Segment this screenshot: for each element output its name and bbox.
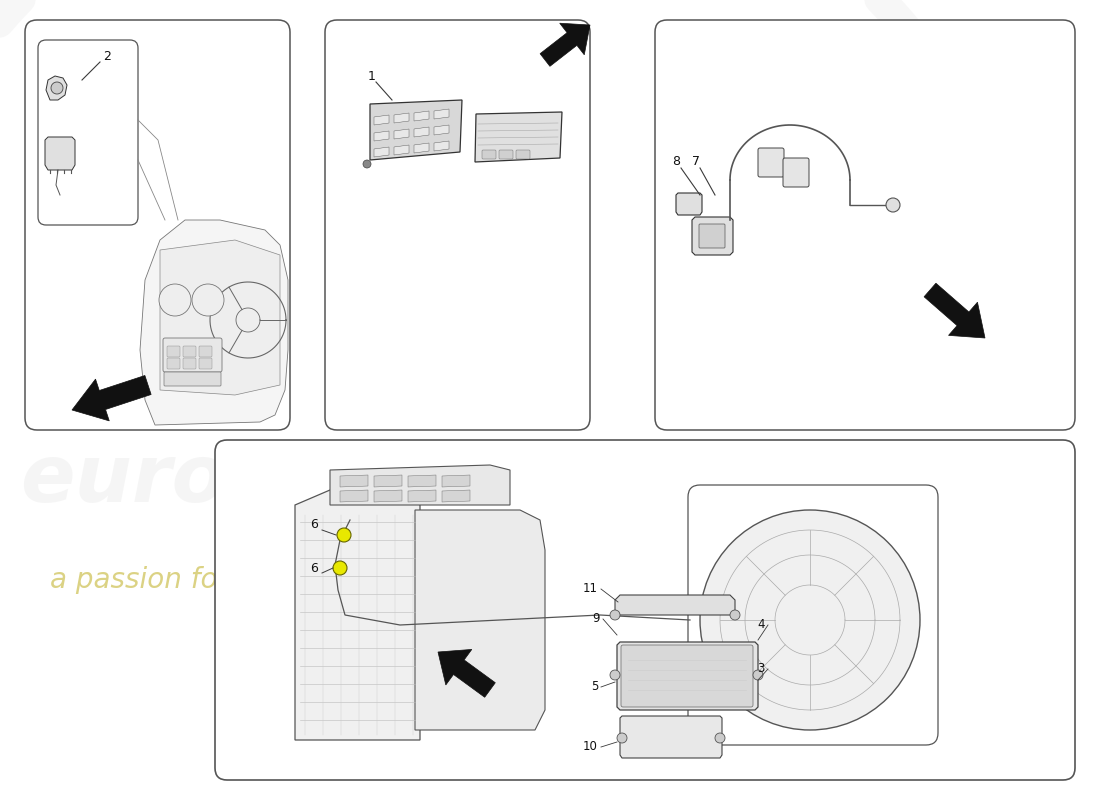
FancyBboxPatch shape bbox=[482, 150, 496, 159]
Polygon shape bbox=[330, 465, 510, 505]
Polygon shape bbox=[442, 475, 470, 487]
FancyBboxPatch shape bbox=[499, 150, 513, 159]
Polygon shape bbox=[45, 137, 75, 170]
Polygon shape bbox=[434, 125, 449, 135]
Polygon shape bbox=[620, 716, 722, 758]
Polygon shape bbox=[434, 141, 449, 151]
Polygon shape bbox=[46, 76, 67, 100]
Text: 8: 8 bbox=[672, 155, 680, 168]
Circle shape bbox=[610, 670, 620, 680]
FancyBboxPatch shape bbox=[621, 645, 754, 707]
FancyBboxPatch shape bbox=[183, 346, 196, 357]
Polygon shape bbox=[615, 595, 735, 615]
Circle shape bbox=[715, 733, 725, 743]
Text: 4: 4 bbox=[758, 618, 764, 631]
Polygon shape bbox=[140, 220, 288, 425]
Polygon shape bbox=[374, 147, 389, 157]
Text: a passion for parts since 1985: a passion for parts since 1985 bbox=[50, 566, 470, 594]
FancyBboxPatch shape bbox=[167, 358, 180, 369]
Text: euroricambi: euroricambi bbox=[20, 441, 565, 519]
Polygon shape bbox=[295, 490, 420, 740]
FancyBboxPatch shape bbox=[199, 346, 212, 357]
FancyBboxPatch shape bbox=[39, 40, 138, 225]
Polygon shape bbox=[340, 490, 368, 502]
Polygon shape bbox=[540, 23, 590, 66]
Text: 7: 7 bbox=[692, 155, 700, 168]
Polygon shape bbox=[374, 115, 389, 125]
FancyBboxPatch shape bbox=[783, 158, 808, 187]
FancyBboxPatch shape bbox=[698, 224, 725, 248]
Circle shape bbox=[610, 610, 620, 620]
Polygon shape bbox=[414, 127, 429, 137]
FancyBboxPatch shape bbox=[324, 20, 590, 430]
Polygon shape bbox=[394, 145, 409, 155]
FancyBboxPatch shape bbox=[516, 150, 530, 159]
Polygon shape bbox=[340, 475, 368, 487]
Circle shape bbox=[754, 670, 763, 680]
Polygon shape bbox=[72, 375, 151, 421]
Text: 11: 11 bbox=[583, 582, 598, 595]
Polygon shape bbox=[442, 490, 470, 502]
Polygon shape bbox=[617, 642, 758, 710]
Polygon shape bbox=[374, 131, 389, 141]
Polygon shape bbox=[434, 109, 449, 119]
Text: 2: 2 bbox=[103, 50, 111, 63]
Circle shape bbox=[617, 733, 627, 743]
Text: 6: 6 bbox=[310, 518, 318, 531]
Polygon shape bbox=[408, 490, 436, 502]
Circle shape bbox=[730, 610, 740, 620]
Circle shape bbox=[337, 528, 351, 542]
Polygon shape bbox=[394, 113, 409, 123]
Text: 1: 1 bbox=[368, 70, 376, 83]
FancyBboxPatch shape bbox=[25, 20, 290, 430]
FancyBboxPatch shape bbox=[199, 358, 212, 369]
Polygon shape bbox=[475, 112, 562, 162]
FancyBboxPatch shape bbox=[183, 358, 196, 369]
FancyBboxPatch shape bbox=[654, 20, 1075, 430]
Polygon shape bbox=[408, 475, 436, 487]
Circle shape bbox=[192, 284, 224, 316]
Polygon shape bbox=[374, 490, 401, 502]
Polygon shape bbox=[370, 100, 462, 160]
Text: 3: 3 bbox=[758, 662, 764, 675]
FancyBboxPatch shape bbox=[163, 338, 222, 372]
FancyBboxPatch shape bbox=[167, 346, 180, 357]
Polygon shape bbox=[160, 240, 280, 395]
FancyBboxPatch shape bbox=[758, 148, 784, 177]
Text: 10: 10 bbox=[583, 740, 598, 753]
Text: 5: 5 bbox=[591, 680, 598, 693]
Circle shape bbox=[160, 284, 191, 316]
FancyBboxPatch shape bbox=[214, 440, 1075, 780]
Polygon shape bbox=[676, 193, 702, 215]
Polygon shape bbox=[414, 143, 429, 153]
FancyBboxPatch shape bbox=[164, 372, 221, 386]
Circle shape bbox=[333, 561, 346, 575]
Polygon shape bbox=[394, 129, 409, 139]
Text: 9: 9 bbox=[593, 612, 600, 625]
Polygon shape bbox=[692, 217, 733, 255]
Circle shape bbox=[363, 160, 371, 168]
Circle shape bbox=[700, 510, 920, 730]
Polygon shape bbox=[415, 510, 544, 730]
Polygon shape bbox=[924, 283, 984, 338]
Text: 6: 6 bbox=[310, 562, 318, 575]
Polygon shape bbox=[374, 475, 401, 487]
Circle shape bbox=[886, 198, 900, 212]
Circle shape bbox=[51, 82, 63, 94]
Polygon shape bbox=[414, 111, 429, 121]
Polygon shape bbox=[438, 650, 495, 698]
